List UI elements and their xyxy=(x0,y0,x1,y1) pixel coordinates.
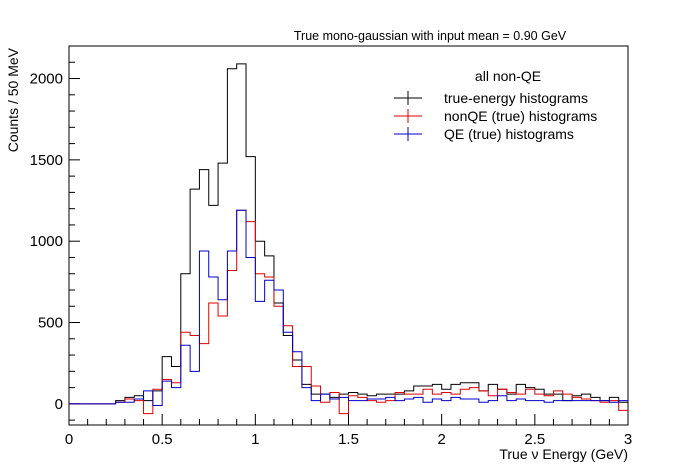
legend-entries: true-energy histograms nonQE (true) histo… xyxy=(394,90,597,142)
x-tick-label: 1.5 xyxy=(338,431,359,448)
x-tick-label: 2 xyxy=(437,431,445,448)
histogram-line xyxy=(69,209,628,415)
y-axis-ticks xyxy=(69,45,80,421)
legend-label: nonQE (true) histograms xyxy=(444,108,597,124)
histogram-line xyxy=(69,209,628,406)
series-qe-true-histograms xyxy=(69,209,628,406)
x-tick-label: 3 xyxy=(624,431,632,448)
y-tick-label: 500 xyxy=(38,315,63,332)
chart-title: True mono-gaussian with input mean = 0.9… xyxy=(294,29,567,43)
x-axis-title: True ν Energy (GeV) xyxy=(499,446,628,462)
y-axis-tick-labels: 0 500 1000 1500 2000 xyxy=(30,71,63,413)
legend-header: all non-QE xyxy=(475,68,541,84)
y-axis-title: Counts / 50 MeV xyxy=(5,47,21,152)
legend-label: true-energy histograms xyxy=(444,90,588,106)
legend: all non-QE true-energy histograms nonQE (… xyxy=(394,68,597,142)
legend-entry-nonqe-true-histograms: nonQE (true) histograms xyxy=(394,108,597,124)
x-tick-label: 1 xyxy=(251,431,259,448)
y-tick-label: 1000 xyxy=(30,233,63,250)
x-tick-label: 2.5 xyxy=(524,431,545,448)
x-tick-label: 0 xyxy=(65,431,73,448)
x-axis-tick-labels: 0 0.5 1 1.5 2 2.5 3 xyxy=(65,431,632,448)
x-axis-ticks xyxy=(68,414,629,425)
legend-entry-qe-true-histograms: QE (true) histograms xyxy=(394,126,574,142)
y-tick-label: 0 xyxy=(55,396,63,413)
legend-label: QE (true) histograms xyxy=(444,126,574,142)
legend-entry-true-energy-histograms: true-energy histograms xyxy=(394,90,588,106)
histogram-series-group xyxy=(69,63,628,415)
y-tick-label: 2000 xyxy=(30,71,63,88)
series-nonqe-true-histograms xyxy=(69,209,628,415)
x-tick-label: 0.5 xyxy=(152,431,173,448)
y-tick-label: 1500 xyxy=(30,152,63,169)
